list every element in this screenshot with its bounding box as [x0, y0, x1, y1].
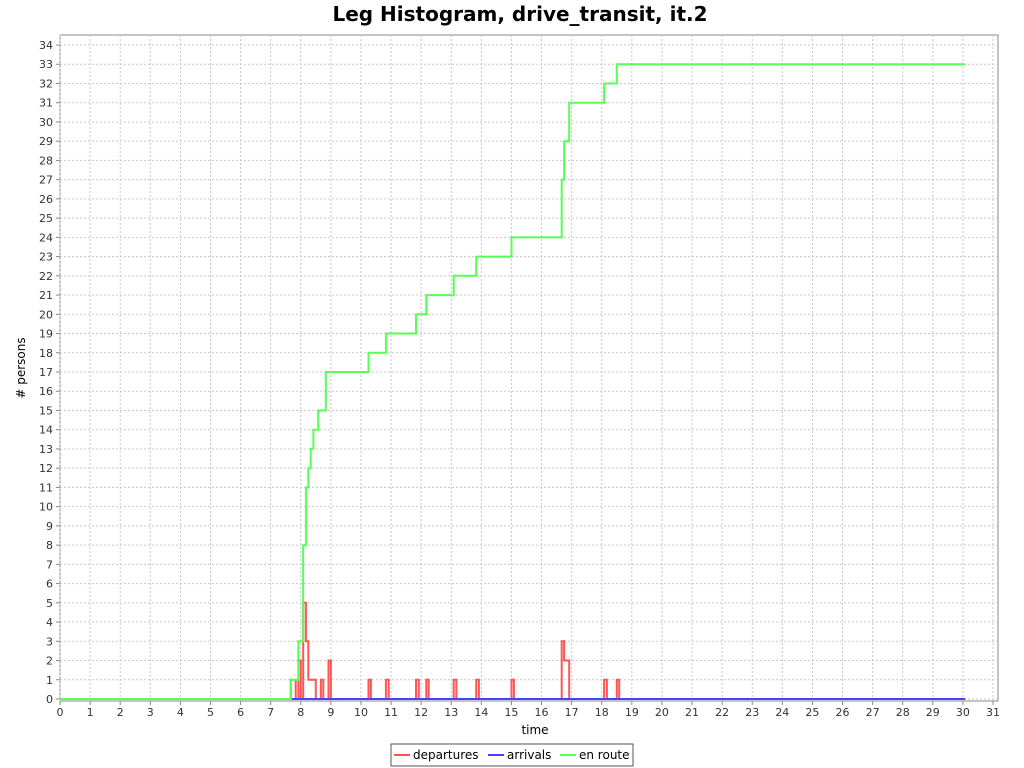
legend-label-en-route: en route [579, 748, 630, 762]
y-tick-label: 2 [46, 655, 53, 668]
y-tick-label: 13 [39, 443, 53, 456]
y-tick-label: 32 [39, 77, 53, 90]
y-tick-label: 24 [39, 231, 53, 244]
legend: departures arrivals en route [390, 743, 634, 767]
x-tick-label: 24 [775, 706, 789, 719]
y-tick-label: 22 [39, 270, 53, 283]
x-tick-label: 13 [444, 706, 458, 719]
y-tick-label: 11 [39, 481, 53, 494]
x-axis-ticks: 0 1 2 3 4 5 6 7 8 9 10 11 12 13 14 15 16 17 18 19 20 21 22 23 24… [57, 701, 1000, 719]
x-tick-label: 22 [715, 706, 729, 719]
y-tick-label: 5 [46, 597, 53, 610]
y-tick-label: 12 [39, 462, 53, 475]
legend-box [390, 743, 634, 767]
y-tick-label: 7 [46, 558, 53, 571]
y-tick-label: 16 [39, 385, 53, 398]
y-tick-label: 28 [39, 154, 53, 167]
series-line-en-route [60, 63, 966, 700]
x-tick-label: 25 [805, 706, 819, 719]
plot-area [59, 34, 999, 702]
x-tick-label: 21 [685, 706, 699, 719]
x-tick-label: 3 [147, 706, 154, 719]
x-tick-label: 11 [384, 706, 398, 719]
x-tick-label: 29 [926, 706, 940, 719]
y-tick-label: 30 [39, 116, 53, 129]
y-tick-label: 14 [39, 424, 53, 437]
x-tick-label: 17 [565, 706, 579, 719]
y-tick-label: 18 [39, 347, 53, 360]
y-tick-label: 6 [46, 578, 53, 591]
series-layer [60, 63, 966, 700]
y-tick-label: 34 [39, 39, 53, 52]
y-tick-label: 1 [46, 674, 53, 687]
x-tick-label: 20 [655, 706, 669, 719]
y-tick-label: 0 [46, 693, 53, 706]
x-tick-label: 6 [237, 706, 244, 719]
y-tick-label: 31 [39, 97, 53, 110]
x-tick-label: 8 [297, 706, 304, 719]
y-tick-label: 23 [39, 251, 53, 264]
y-tick-label: 4 [46, 616, 53, 629]
y-tick-label: 9 [46, 520, 53, 533]
series-line-departures [60, 601, 966, 700]
x-tick-label: 18 [595, 706, 609, 719]
y-tick-label: 8 [46, 539, 53, 552]
x-tick-label: 0 [57, 706, 64, 719]
y-tick-label: 21 [39, 289, 53, 302]
x-tick-label: 26 [836, 706, 850, 719]
x-tick-label: 15 [504, 706, 518, 719]
x-tick-label: 19 [625, 706, 639, 719]
y-tick-label: 29 [39, 135, 53, 148]
y-tick-label: 19 [39, 328, 53, 341]
y-tick-label: 26 [39, 193, 53, 206]
y-tick-label: 17 [39, 366, 53, 379]
x-tick-label: 2 [117, 706, 124, 719]
y-tick-label: 33 [39, 58, 53, 71]
x-tick-label: 31 [986, 706, 1000, 719]
y-tick-label: 20 [39, 308, 53, 321]
x-axis-label: time [521, 723, 548, 737]
x-tick-label: 27 [866, 706, 880, 719]
x-tick-label: 10 [354, 706, 368, 719]
y-axis-label: # persons [14, 337, 28, 398]
x-tick-label: 4 [177, 706, 184, 719]
x-tick-label: 28 [896, 706, 910, 719]
y-tick-label: 27 [39, 174, 53, 187]
x-tick-label: 5 [207, 706, 214, 719]
y-axis-ticks: 0123456789101112131415161718192021222324… [39, 39, 60, 706]
x-tick-label: 7 [267, 706, 274, 719]
legend-label-departures: departures [413, 748, 479, 762]
x-tick-label: 23 [745, 706, 759, 719]
y-tick-label: 25 [39, 212, 53, 225]
y-tick-label: 10 [39, 501, 53, 514]
x-tick-label: 14 [474, 706, 488, 719]
chart-title: Leg Histogram, drive_transit, it.2 [332, 2, 707, 26]
y-tick-label: 3 [46, 635, 53, 648]
x-tick-label: 30 [956, 706, 970, 719]
x-tick-label: 9 [327, 706, 334, 719]
x-tick-label: 12 [414, 706, 428, 719]
x-tick-label: 16 [535, 706, 549, 719]
x-tick-label: 1 [87, 706, 94, 719]
y-tick-label: 15 [39, 404, 53, 417]
legend-label-arrivals: arrivals [507, 748, 551, 762]
